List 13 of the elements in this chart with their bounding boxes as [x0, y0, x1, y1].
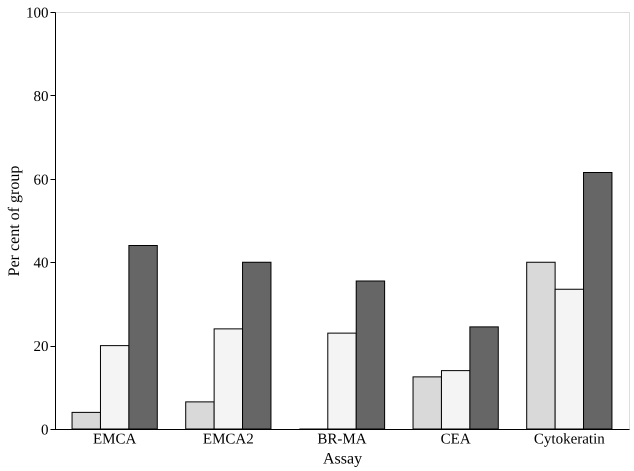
y-tick-label: 0 — [41, 422, 48, 438]
x-tick-label: BR-MA — [317, 432, 367, 448]
x-tick-label: EMCA — [93, 432, 137, 448]
x-tick-label: CEA — [440, 432, 471, 448]
y-tick-label: 20 — [34, 339, 48, 356]
y-tick-label: 80 — [34, 88, 48, 105]
x-tick-label: EMCA2 — [202, 432, 254, 448]
x-tick-label: Cytokeratin — [534, 432, 606, 448]
y-tick-label: 40 — [34, 256, 48, 272]
y-axis-title: Per cent of group — [6, 166, 23, 276]
y-tick-label: 60 — [34, 172, 48, 188]
x-axis-title: Assay — [322, 450, 362, 468]
y-tick-label: 100 — [26, 6, 48, 22]
